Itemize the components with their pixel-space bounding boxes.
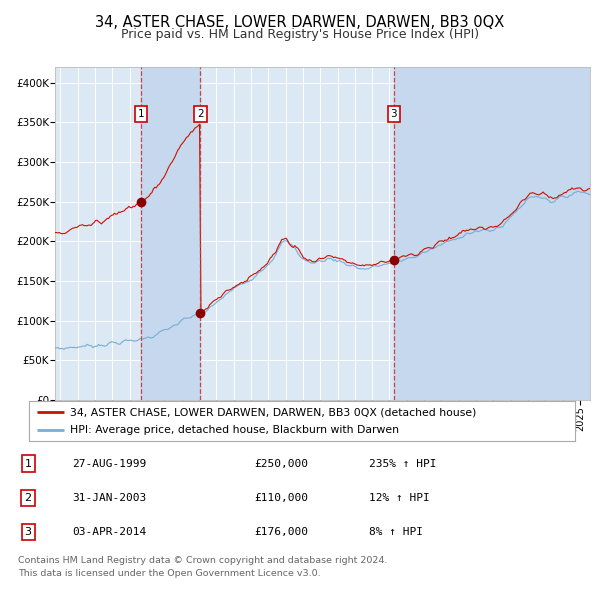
Bar [394, 67, 590, 400]
Text: This data is licensed under the Open Government Licence v3.0.: This data is licensed under the Open Gov… [18, 569, 320, 578]
Text: HPI: Average price, detached house, Blackburn with Darwen: HPI: Average price, detached house, Blac… [70, 425, 399, 435]
Text: 2: 2 [197, 109, 203, 119]
Text: Price paid vs. HM Land Registry's House Price Index (HPI): Price paid vs. HM Land Registry's House … [121, 28, 479, 41]
Text: £250,000: £250,000 [254, 458, 308, 468]
Text: 34, ASTER CHASE, LOWER DARWEN, DARWEN, BB3 0QX: 34, ASTER CHASE, LOWER DARWEN, DARWEN, B… [95, 15, 505, 30]
Text: 31-JAN-2003: 31-JAN-2003 [73, 493, 147, 503]
Text: £176,000: £176,000 [254, 527, 308, 537]
Text: Contains HM Land Registry data © Crown copyright and database right 2024.: Contains HM Land Registry data © Crown c… [18, 556, 388, 565]
Text: 27-AUG-1999: 27-AUG-1999 [73, 458, 147, 468]
Text: £110,000: £110,000 [254, 493, 308, 503]
Text: 1: 1 [137, 109, 144, 119]
Text: 235% ↑ HPI: 235% ↑ HPI [369, 458, 437, 468]
Text: 1: 1 [25, 458, 32, 468]
Text: 3: 3 [25, 527, 32, 537]
Text: 03-APR-2014: 03-APR-2014 [73, 527, 147, 537]
Text: 2: 2 [25, 493, 32, 503]
Text: 8% ↑ HPI: 8% ↑ HPI [369, 527, 423, 537]
Text: 3: 3 [391, 109, 397, 119]
Text: 34, ASTER CHASE, LOWER DARWEN, DARWEN, BB3 0QX (detached house): 34, ASTER CHASE, LOWER DARWEN, DARWEN, B… [70, 407, 476, 417]
Bar [141, 67, 200, 400]
Text: 12% ↑ HPI: 12% ↑ HPI [369, 493, 430, 503]
